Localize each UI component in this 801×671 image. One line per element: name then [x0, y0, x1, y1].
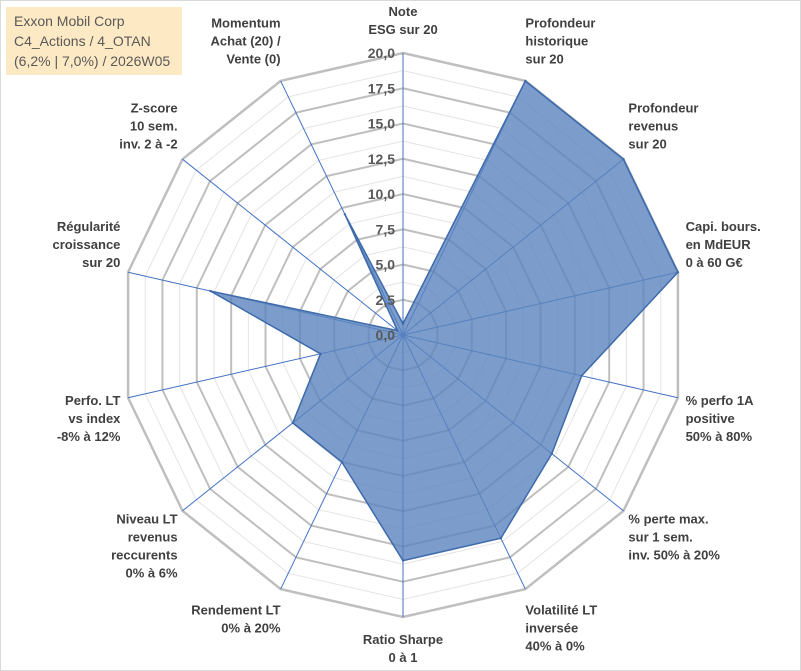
title-box: Exxon Mobil Corp C4_Actions / 4_OTAN (6,… — [6, 7, 182, 75]
series-area — [210, 79, 679, 562]
data-point — [524, 79, 527, 83]
tick-labels: 0,0 2,5 5,0 7,5 10,0 12,5 15,0 17,5 20,0 — [368, 45, 395, 343]
tick-label: 20,0 — [368, 45, 395, 61]
category-label: Z-score 10 sem. inv. 2 à -2 — [119, 100, 177, 151]
data-point — [319, 352, 322, 356]
tick-label: 10,0 — [368, 186, 395, 202]
category-label: Momentum Achat (20) / Vente (0) — [210, 15, 280, 66]
data-point — [209, 289, 212, 293]
tick-label: 17,5 — [368, 80, 395, 96]
tick-label: 15,0 — [368, 116, 395, 132]
category-label: Rendement LT 0% à 20% — [191, 603, 281, 636]
tick-label: 0,0 — [376, 327, 396, 343]
tick-label: 5,0 — [376, 257, 396, 273]
tick-label: 2,5 — [376, 292, 396, 308]
category-label: Note ESG sur 20 — [368, 4, 437, 37]
category-label: Volatilité LT inversée 40% à 0% — [525, 603, 597, 654]
data-point — [676, 271, 680, 274]
data-point — [396, 329, 399, 332]
category-label: Régularité croissance sur 20 — [52, 219, 120, 270]
data-point — [499, 537, 503, 540]
data-point — [550, 452, 554, 455]
category-labels: Note ESG sur 20 Profondeur historique sur 20… — [52, 4, 760, 665]
tick-label: 12,5 — [368, 151, 395, 167]
category-label: % perte max. sur 1 sem. inv. 50% à 20% — [628, 512, 720, 563]
title-line-company: Exxon Mobil Corp — [14, 13, 125, 29]
data-point — [622, 157, 625, 161]
category-label: Capi. bours. en MdEUR 0 à 60 G€ — [686, 219, 761, 270]
category-label: Profondeur historique sur 20 — [525, 15, 595, 66]
title-line-category: C4_Actions / 4_OTAN — [14, 33, 151, 49]
series — [209, 79, 680, 562]
data-point — [401, 559, 405, 562]
data-point — [340, 460, 344, 464]
data-point — [343, 213, 347, 216]
data-point — [291, 421, 294, 425]
data-point — [580, 374, 583, 377]
category-label: Ratio Sharpe 0 à 1 — [363, 632, 443, 665]
category-label: % perfo 1A positive 50% à 80% — [686, 393, 755, 444]
category-label: Niveau LT revenus reccurents 0% à 6% — [111, 512, 178, 581]
category-label: Profondeur revenus sur 20 — [628, 100, 698, 151]
title-line-period: (6,2% | 7,0%) / 2026W05 — [14, 53, 171, 69]
data-point — [401, 322, 405, 325]
category-label: Perfo. LT vs index -8% à 12% — [57, 393, 121, 444]
axis-spoke — [182, 158, 404, 336]
tick-label: 7,5 — [376, 221, 396, 237]
